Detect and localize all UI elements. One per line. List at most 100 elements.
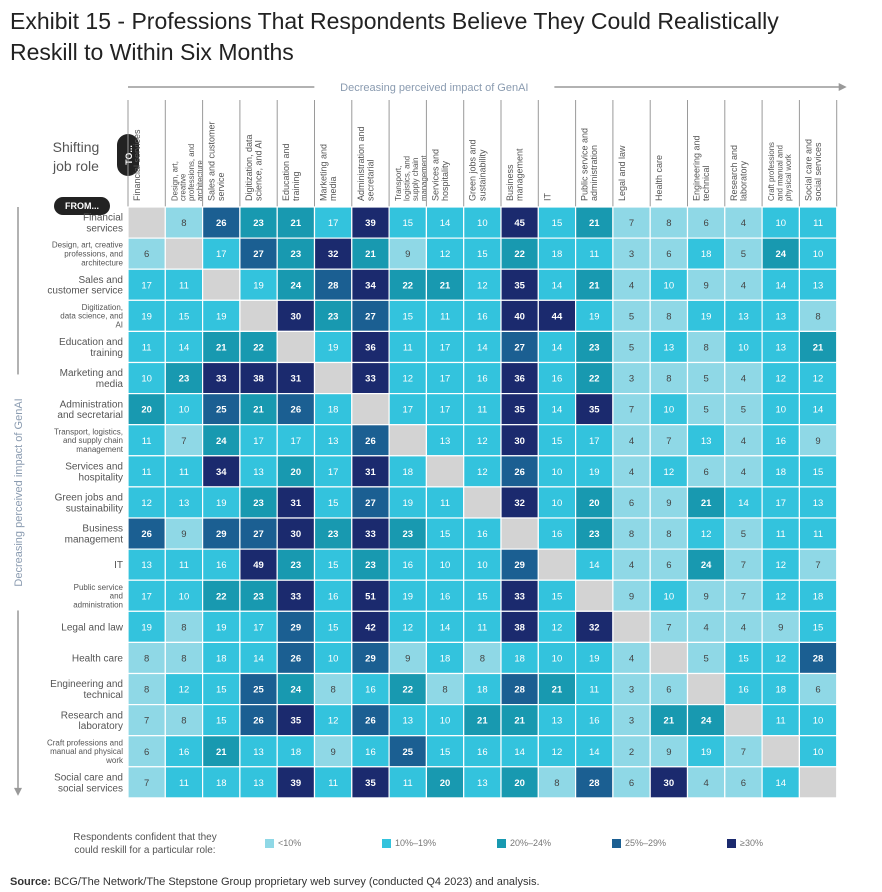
row-header-line: architecture <box>81 258 123 267</box>
cell-value: 8 <box>666 311 671 322</box>
cell-value: 16 <box>179 747 190 758</box>
cell-value: 19 <box>589 467 600 478</box>
cell-value: 8 <box>554 778 559 789</box>
cell-value: 10 <box>179 591 190 602</box>
heatmap-cell <box>724 455 763 488</box>
row-header-line: social services <box>58 783 123 794</box>
heatmap-cell <box>239 486 278 519</box>
heatmap-cell <box>500 393 539 426</box>
row-header-line: data science, and <box>60 312 123 321</box>
from-label: FROM... <box>65 201 99 211</box>
row-header: Research and laboratory <box>61 710 123 732</box>
cell-value: 32 <box>514 498 525 509</box>
row-header-line: laboratory <box>79 721 123 732</box>
heatmap-cell <box>500 424 539 457</box>
cell-value: 13 <box>813 498 824 509</box>
cell-value: 6 <box>666 560 671 571</box>
cell-value: 4 <box>741 374 746 385</box>
cell-value: 11 <box>142 342 152 353</box>
column-header-line: Design, art, <box>170 161 179 201</box>
heatmap-cell <box>537 641 577 675</box>
heatmap-cell <box>463 486 502 519</box>
cell-value: 5 <box>704 405 709 416</box>
heatmap-cell <box>463 548 502 581</box>
heatmap-cell <box>313 641 353 675</box>
cell-value: 7 <box>741 591 746 602</box>
cell-value: 14 <box>775 778 786 789</box>
cell-value: 21 <box>440 280 451 291</box>
heatmap-cell <box>724 703 763 737</box>
row-header-line: IT <box>114 560 123 571</box>
cell-value: 20 <box>589 498 600 509</box>
cell-value: 24 <box>291 280 302 291</box>
heatmap-cell <box>649 672 689 706</box>
heatmap-cell <box>239 641 278 675</box>
cell-value: 11 <box>477 405 487 416</box>
cell-value: 5 <box>704 374 709 385</box>
cell-value: 21 <box>589 218 600 229</box>
cell-value: 29 <box>365 653 376 664</box>
row-header-line: hospitality <box>79 472 123 483</box>
cell-value: 34 <box>216 467 227 478</box>
cell-value: 24 <box>701 560 712 571</box>
column-header-line: secretarial <box>365 159 375 201</box>
cell-value: 16 <box>477 374 488 385</box>
cell-value: 20 <box>440 778 451 789</box>
cell-value: 15 <box>402 218 413 229</box>
row-header-line: Green jobs and <box>55 493 123 504</box>
cell-value: 10 <box>440 716 451 727</box>
heatmap-cell <box>649 299 689 332</box>
cell-value: 28 <box>328 280 339 291</box>
heatmap-cell <box>500 268 539 301</box>
cell-value: 12 <box>477 280 488 291</box>
column-header-line: architecture <box>196 160 205 201</box>
row-header: Craft professions and manual and physical… <box>47 738 124 765</box>
cell-value: 17 <box>775 498 786 509</box>
heatmap-cell <box>574 330 614 364</box>
cell-value: 6 <box>704 467 709 478</box>
heatmap-cell <box>239 299 278 332</box>
cell-value: 18 <box>291 747 302 758</box>
heatmap-cell <box>388 610 428 643</box>
heatmap-cell <box>164 672 204 706</box>
cell-value: 19 <box>253 280 264 291</box>
top-axis-label-bg <box>314 79 555 95</box>
cell-value: 14 <box>477 342 488 353</box>
cell-value: 12 <box>664 467 675 478</box>
heatmap-cell <box>798 579 838 612</box>
cell-value: 23 <box>589 342 600 353</box>
heatmap-cell <box>202 268 241 301</box>
heatmap-cell <box>388 703 428 737</box>
cell-value: 26 <box>365 436 376 447</box>
row-header-line: Digitization, <box>82 303 123 312</box>
cell-value: 18 <box>813 591 824 602</box>
cell-value: 7 <box>629 218 634 229</box>
cell-value: 12 <box>552 747 563 758</box>
cell-value: 11 <box>403 342 413 353</box>
cell-value: 11 <box>440 498 450 509</box>
cell-value: 16 <box>365 685 376 696</box>
cell-value: 16 <box>440 591 451 602</box>
heatmap-cell <box>649 766 689 799</box>
heatmap-cell <box>686 206 726 239</box>
cell-value: 15 <box>328 622 339 633</box>
cell-value: 29 <box>291 622 302 633</box>
cell-value: 10 <box>664 591 675 602</box>
column-header: Financial services <box>132 129 142 201</box>
cell-value: 14 <box>813 405 824 416</box>
cell-value: 13 <box>179 498 190 509</box>
cell-value: 15 <box>477 591 488 602</box>
cell-value: 19 <box>701 311 712 322</box>
column-header-line: Business <box>505 164 515 201</box>
column-header: Green jobs andsustainability <box>468 139 488 201</box>
cell-value: 14 <box>440 218 451 229</box>
heatmap-cell <box>313 268 353 301</box>
cell-value: 35 <box>514 405 525 416</box>
column-header-line: Green jobs and <box>468 139 478 201</box>
cell-value: 21 <box>477 716 488 727</box>
cell-value: 10 <box>775 405 786 416</box>
cell-value: 9 <box>629 591 634 602</box>
legend-item-lt10: <10% <box>265 838 301 848</box>
row-header-line: Services and <box>65 461 123 472</box>
heatmap-cell <box>537 766 577 799</box>
